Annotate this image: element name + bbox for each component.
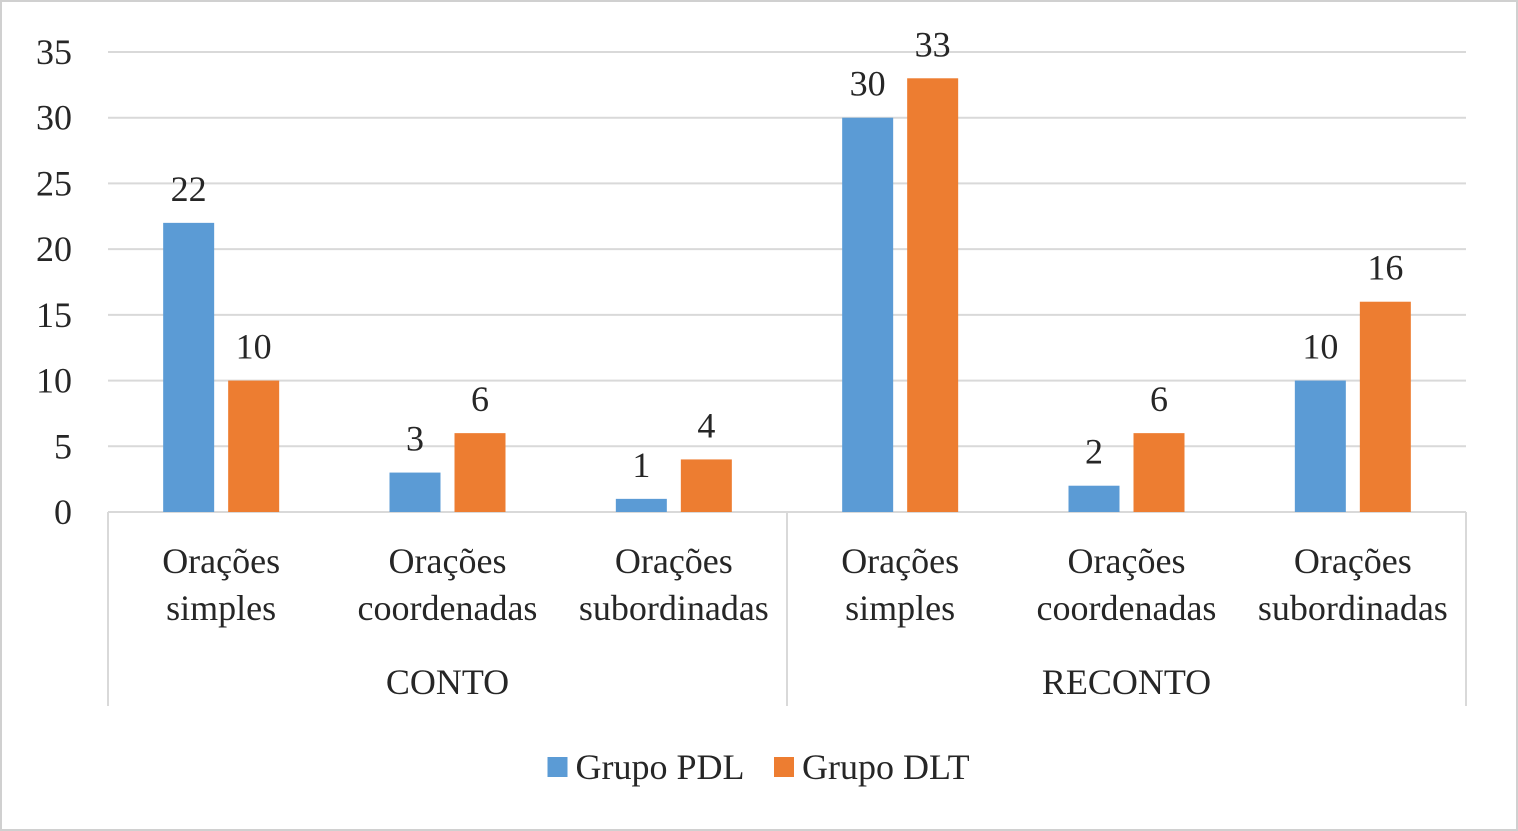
data-label: 6 xyxy=(1150,379,1168,419)
bar-grupo-dlt xyxy=(454,433,506,512)
y-tick-label: 25 xyxy=(36,163,72,203)
bars xyxy=(163,78,1411,513)
y-tick-label: 15 xyxy=(36,295,72,335)
data-labels: 22 3 1 30 2 10 10 6 4 33 6 16 xyxy=(171,24,1404,485)
bar-grupo-pdl xyxy=(389,472,441,512)
data-label: 30 xyxy=(850,64,886,104)
data-label: 4 xyxy=(697,405,715,445)
bar-grupo-dlt xyxy=(1133,433,1185,512)
data-label: 22 xyxy=(171,169,207,209)
y-tick-label: 0 xyxy=(54,492,72,532)
gridlines xyxy=(108,51,1466,448)
x-tick-label: Orações simples xyxy=(162,541,280,628)
x-tick-label: Orações coordenadas xyxy=(1037,541,1217,628)
legend-swatch xyxy=(547,757,568,777)
bar-grupo-pdl xyxy=(1068,485,1120,512)
data-label: 2 xyxy=(1085,432,1103,472)
y-tick-label: 5 xyxy=(54,426,72,466)
data-label: 16 xyxy=(1367,248,1403,288)
group-label: RECONTO xyxy=(1042,662,1211,702)
bar-grupo-dlt xyxy=(680,459,732,512)
group-label: CONTO xyxy=(386,662,509,702)
y-tick-label: 30 xyxy=(36,98,72,138)
x-tick-label: Orações coordenadas xyxy=(358,541,538,628)
data-label: 6 xyxy=(471,379,489,419)
y-tick-label: 10 xyxy=(36,361,72,401)
legend-label: Grupo DLT xyxy=(802,747,970,787)
data-label: 3 xyxy=(406,419,424,459)
y-tick-label: 35 xyxy=(36,32,72,72)
legend-swatch xyxy=(774,757,794,777)
bar-grupo-pdl xyxy=(615,498,667,512)
bar-grupo-pdl xyxy=(163,222,215,512)
bar-grupo-dlt xyxy=(907,78,959,513)
y-tick-label: 20 xyxy=(36,229,72,269)
legend: Grupo PDL Grupo DLT xyxy=(547,747,970,787)
x-tick-label: Orações simples xyxy=(841,541,959,628)
data-label: 33 xyxy=(915,24,951,64)
x-tick-label: Orações subordinadas xyxy=(1258,541,1448,628)
axes: 0 5 10 15 20 25 30 35 Orações simples Orações coord… xyxy=(36,32,1467,706)
data-label: 1 xyxy=(632,445,650,485)
data-label: 10 xyxy=(236,327,272,367)
data-label: 10 xyxy=(1302,327,1338,367)
bar-grupo-pdl xyxy=(842,117,894,512)
legend-label: Grupo PDL xyxy=(576,747,745,787)
bar-grupo-dlt xyxy=(228,380,280,512)
bar-grupo-pdl xyxy=(1294,380,1346,512)
bar-grupo-dlt xyxy=(1359,301,1411,512)
x-tick-label: Orações subordinadas xyxy=(579,541,769,628)
